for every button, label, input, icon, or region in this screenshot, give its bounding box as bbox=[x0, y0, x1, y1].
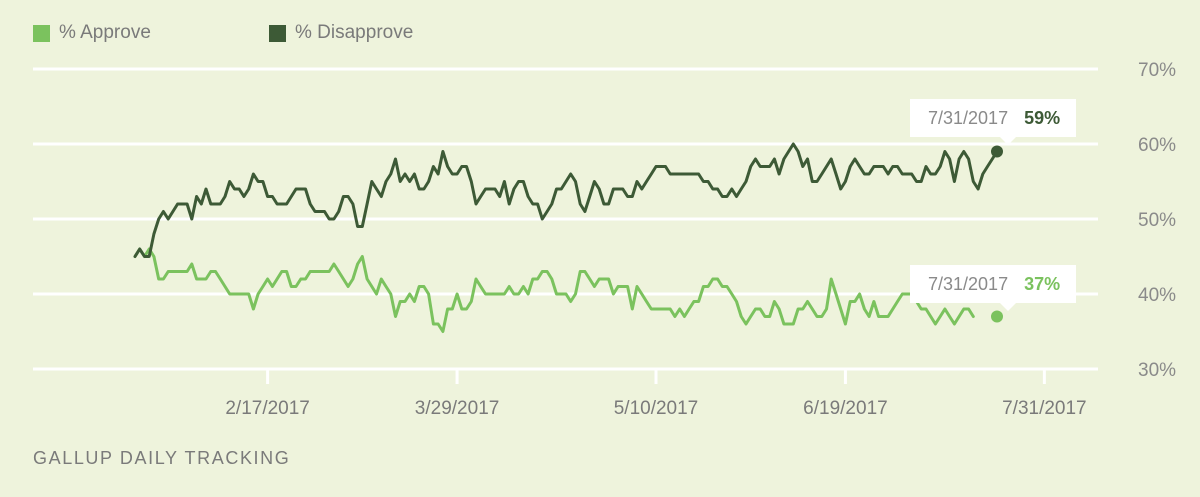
callout-disapprove: 7/31/2017 59% bbox=[910, 99, 1077, 145]
callout-approve-date: 7/31/2017 bbox=[928, 273, 1009, 294]
x-tick-label: 6/19/2017 bbox=[803, 398, 888, 419]
x-axis: 2/17/2017 3/29/2017 5/10/2017 6/19/2017 7/31… bbox=[225, 369, 1087, 419]
y-tick-label: 70% bbox=[1138, 60, 1176, 81]
end-dot-approve bbox=[991, 310, 1003, 323]
end-dots bbox=[991, 145, 1003, 323]
x-tick-label: 2/17/2017 bbox=[225, 398, 310, 419]
legend-approve-label: % Approve bbox=[59, 22, 151, 43]
series-layer bbox=[133, 142, 999, 333]
end-dot-disapprove bbox=[991, 145, 1003, 158]
x-tick-label: 3/29/2017 bbox=[415, 398, 500, 419]
callout-disapprove-value: 59% bbox=[1024, 107, 1061, 128]
callout-approve-value: 37% bbox=[1024, 273, 1061, 294]
y-tick-label: 50% bbox=[1138, 210, 1176, 231]
x-tick-label: 5/10/2017 bbox=[614, 398, 699, 419]
callout-approve: 7/31/2017 37% bbox=[910, 265, 1077, 311]
legend-disapprove: % Disapprove bbox=[269, 20, 413, 46]
series-line-disapprove bbox=[133, 142, 999, 258]
legend-disapprove-label: % Disapprove bbox=[295, 22, 414, 43]
legend-disapprove-swatch bbox=[269, 24, 286, 42]
legend-approve: % Approve bbox=[33, 20, 151, 46]
y-tick-label: 40% bbox=[1138, 285, 1176, 306]
legend-approve-swatch bbox=[33, 24, 50, 42]
footer-title: GALLUP DAILY TRACKING bbox=[33, 448, 291, 468]
series-line-approve bbox=[133, 247, 975, 333]
y-tick-label: 60% bbox=[1138, 135, 1176, 156]
callout-disapprove-date: 7/31/2017 bbox=[928, 107, 1009, 128]
y-tick-label: 30% bbox=[1138, 360, 1176, 381]
y-axis: 70% 60% 50% 40% 30% bbox=[1138, 60, 1176, 381]
x-tick-label: 7/31/2017 bbox=[1002, 398, 1087, 419]
